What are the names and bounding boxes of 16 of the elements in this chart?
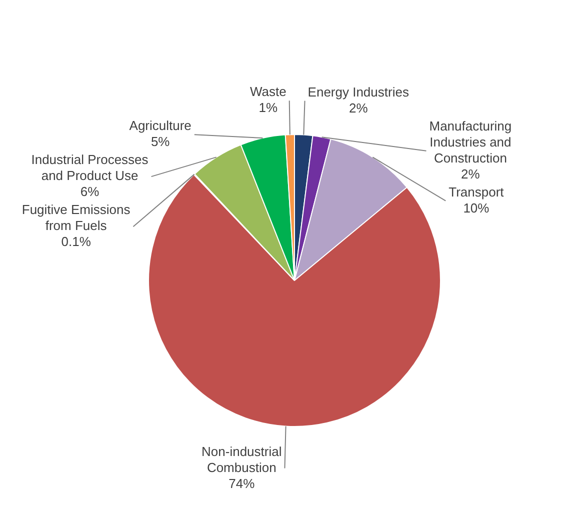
slice-label: Manufacturing Industries and Construction — [429, 118, 512, 166]
data-label: 5% — [150, 134, 170, 150]
slice-label: Energy Industries — [308, 84, 410, 100]
slice-label: Transport — [448, 184, 504, 200]
slice-label: Fugitive Emissions from Fuels — [22, 202, 131, 234]
data-label: 74% — [228, 476, 256, 491]
data-label: 10% — [463, 200, 490, 216]
slice-label: Industrial Processes and Product Use — [31, 152, 149, 184]
slice-label: Non-industrial Combustion — [202, 444, 282, 475]
data-label: 2% — [348, 100, 368, 116]
slice-label: Agriculture — [129, 118, 192, 134]
data-label: 1% — [258, 100, 278, 116]
data-label: 6% — [80, 184, 100, 200]
slice-label: Waste — [250, 84, 286, 100]
data-label: 2% — [461, 166, 480, 182]
data-label: 0.1% — [61, 234, 92, 250]
